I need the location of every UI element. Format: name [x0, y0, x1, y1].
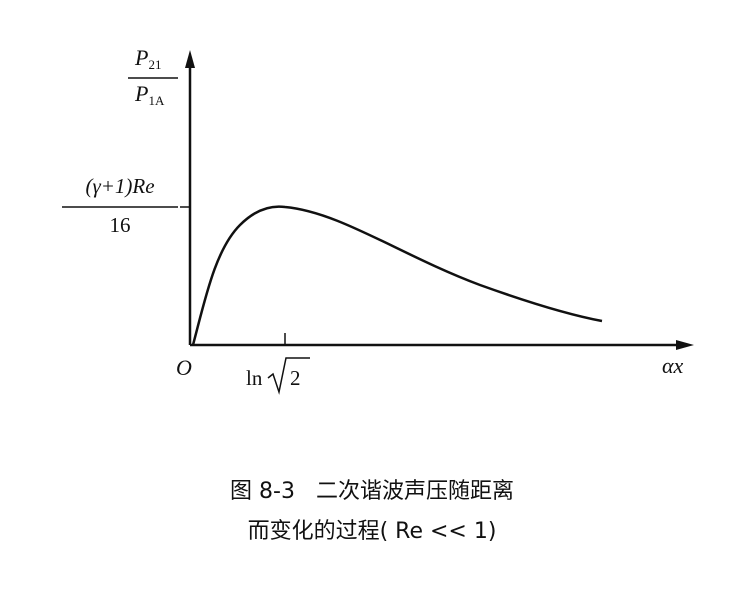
- peak-label-numerator: (γ+1)Re: [85, 174, 154, 198]
- caption-line: 图 8-3 二次谐波声压随距离: [230, 479, 514, 504]
- x-tick-prefix: ln: [246, 366, 263, 390]
- peak-label-denominator: 16: [110, 213, 131, 237]
- x-tick-radicand: 2: [290, 366, 301, 390]
- origin-label: O: [176, 355, 192, 380]
- x-label: αx: [662, 353, 684, 378]
- y-axis-arrow: [185, 50, 195, 68]
- x-axis-arrow: [676, 340, 694, 350]
- radical-sign: [267, 357, 310, 395]
- y-label-denominator: P1A: [134, 81, 165, 108]
- y-label-numerator: P21: [134, 45, 161, 72]
- caption-line: 而变化的过程( Re << 1): [248, 519, 497, 544]
- curve: [191, 205, 603, 346]
